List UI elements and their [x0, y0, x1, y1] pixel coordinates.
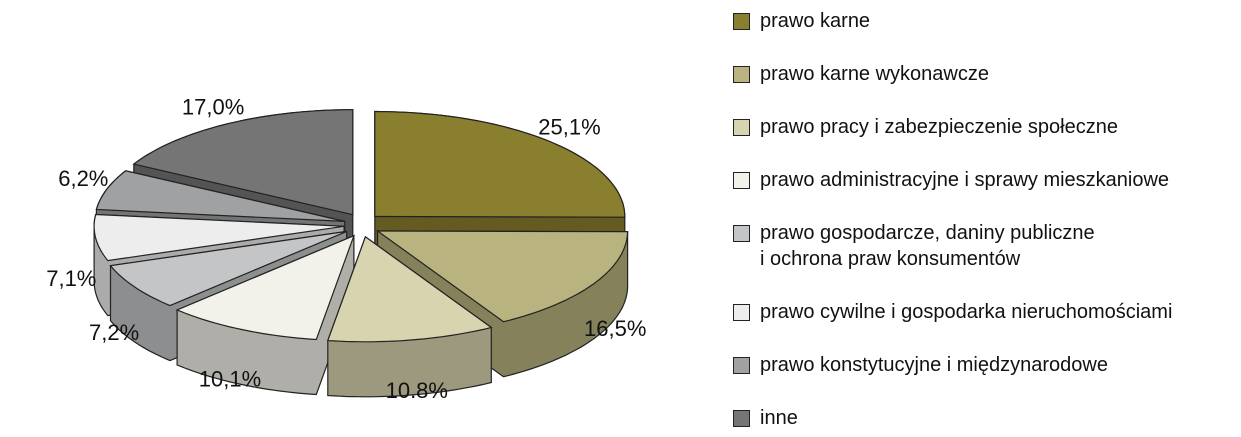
legend-item: prawo karne wykonawcze: [733, 61, 1238, 87]
legend-label: prawo pracy i zabezpieczenie społeczne: [760, 116, 1118, 138]
legend-swatch: [733, 119, 750, 136]
data-label: 10.8%: [386, 378, 448, 403]
legend-swatch: [733, 357, 750, 374]
legend-swatch: [733, 66, 750, 83]
data-label: 7,2%: [89, 320, 139, 345]
legend-label: prawo konstytucyjne i międzynarodowe: [760, 354, 1108, 376]
legend-item: prawo konstytucyjne i międzynarodowe: [733, 352, 1238, 378]
legend-label: prawo cywilne i gospodarka nieruchomości…: [760, 301, 1173, 323]
data-label: 10,1%: [199, 366, 261, 391]
legend-label: inne: [760, 407, 798, 429]
slice-top: [93, 213, 345, 262]
legend-item: inne: [733, 405, 1238, 431]
pie: [93, 109, 629, 398]
legend-label: prawo karne wykonawcze: [760, 63, 989, 85]
legend-label: prawo gospodarcze, daniny publiczne i oc…: [760, 222, 1095, 270]
legend-swatch: [733, 410, 750, 427]
data-label: 16,5%: [584, 316, 646, 341]
slice-top: [175, 234, 355, 341]
legend: prawo karne prawo karne wykonawcze prawo p…: [733, 8, 1238, 431]
slice-top: [109, 230, 347, 307]
legend-item: prawo pracy i zabezpieczenie społeczne: [733, 114, 1238, 140]
slice-top: [374, 110, 626, 218]
slice-top: [95, 170, 345, 222]
legend-item: prawo cywilne i gospodarka nieruchomości…: [733, 299, 1238, 325]
slice: [175, 234, 355, 396]
legend-item: prawo administracyjne i sprawy mieszkani…: [733, 167, 1238, 193]
slice: [326, 235, 493, 398]
data-label: 7,1%: [46, 266, 96, 291]
legend-label: prawo administracyjne i sprawy mieszkani…: [760, 169, 1170, 191]
data-label: 17,0%: [182, 95, 244, 120]
legend-swatch: [733, 13, 750, 30]
legend-swatch: [733, 225, 750, 242]
slice-top: [375, 230, 629, 323]
legend-item: prawo gospodarcze, daniny publiczne i oc…: [733, 220, 1238, 272]
legend-swatch: [733, 172, 750, 189]
slice-top: [132, 109, 354, 216]
legend-swatch: [733, 304, 750, 321]
slice-top: [326, 235, 493, 343]
legend-item: prawo karne: [733, 8, 1238, 34]
slice: [375, 230, 629, 378]
legend-label: prawo karne: [760, 10, 871, 32]
data-label: 6,2%: [58, 166, 108, 191]
pie-chart: 25,1% 16,5% 10.8% 10,1% 7,2% 7,1% 6,2% 17,0%: [46, 95, 646, 403]
data-label: 25,1%: [538, 115, 600, 140]
